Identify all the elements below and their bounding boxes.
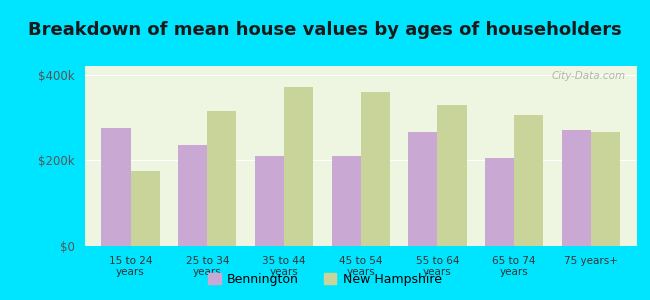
Bar xyxy=(514,115,543,246)
Bar xyxy=(255,156,284,246)
Bar xyxy=(437,105,467,246)
Bar xyxy=(131,171,160,246)
Bar xyxy=(178,145,207,246)
Bar xyxy=(562,130,591,246)
Bar xyxy=(332,156,361,246)
Bar xyxy=(361,92,390,246)
Bar xyxy=(485,158,514,246)
Bar xyxy=(284,87,313,246)
Legend: Bennington, New Hampshire: Bennington, New Hampshire xyxy=(203,268,447,291)
Text: City-Data.com: City-Data.com xyxy=(552,71,626,81)
Bar xyxy=(591,132,620,246)
Bar xyxy=(207,111,237,246)
Bar xyxy=(101,128,131,246)
Text: Breakdown of mean house values by ages of householders: Breakdown of mean house values by ages o… xyxy=(28,21,622,39)
Bar xyxy=(408,132,437,246)
